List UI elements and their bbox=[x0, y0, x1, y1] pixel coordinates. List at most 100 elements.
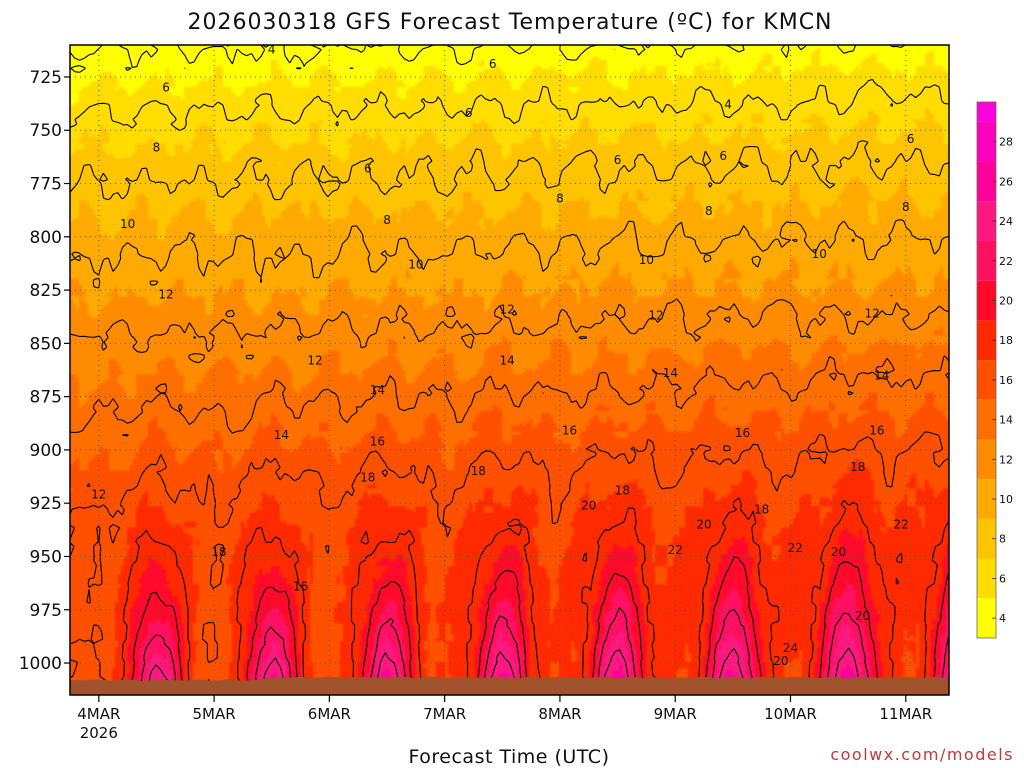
x-axis-label: Forecast Time (UTC) bbox=[409, 746, 610, 768]
colorbar-swatch bbox=[977, 280, 996, 321]
contour-label: 22 bbox=[893, 518, 908, 532]
colorbar: 4 6 8 10 12 14 16 18 20 22 24 26 28 bbox=[976, 101, 1013, 639]
contour-label: 10 bbox=[120, 217, 135, 231]
contour-label: 4 bbox=[268, 42, 276, 56]
y-tick-label: 900 bbox=[30, 441, 62, 461]
chart-title: 2026030318 GFS Forecast Temperature (ºC)… bbox=[187, 10, 832, 35]
contour-label: 20 bbox=[855, 609, 870, 623]
colorbar-swatch bbox=[977, 360, 996, 400]
colorbar-label: 22 bbox=[999, 255, 1013, 268]
colorbar-swatch bbox=[977, 240, 996, 281]
contour-line bbox=[119, 497, 949, 695]
contour-label: 6 bbox=[614, 153, 622, 167]
y-tick-label: 975 bbox=[30, 601, 62, 621]
colorbar-swatch bbox=[977, 161, 996, 202]
contour-label: 16 bbox=[562, 424, 577, 438]
contour-label: 10 bbox=[408, 258, 423, 272]
colorbar-swatch bbox=[977, 320, 996, 361]
y-tick-label: 950 bbox=[30, 547, 62, 567]
colorbar-label: 4 bbox=[999, 612, 1006, 625]
contour-line bbox=[70, 78, 949, 131]
contour-label: 12 bbox=[865, 307, 880, 321]
contour-label: 10 bbox=[812, 247, 827, 261]
colorbar-label: 20 bbox=[999, 295, 1013, 308]
colorbar-swatch bbox=[977, 201, 996, 241]
y-tick-label: 800 bbox=[30, 228, 62, 248]
colorbar-swatch bbox=[977, 102, 996, 122]
contour-label: 14 bbox=[874, 368, 889, 382]
x-tick-label: 4MAR bbox=[77, 705, 120, 723]
colorbar-swatch bbox=[977, 121, 996, 162]
contour-label: 20 bbox=[696, 518, 711, 532]
colorbar-label: 14 bbox=[999, 414, 1013, 427]
contour-label: 6 bbox=[907, 132, 915, 146]
y-tick-label: 825 bbox=[30, 281, 62, 301]
contour-line bbox=[70, 294, 949, 364]
contour-line bbox=[70, 140, 949, 201]
contour-line bbox=[70, 355, 949, 437]
contour-label: 14 bbox=[370, 383, 385, 397]
colorbar-frame bbox=[976, 101, 997, 639]
ground-terrain bbox=[70, 676, 949, 695]
colorbar-label: 16 bbox=[999, 374, 1013, 387]
colorbar-label: 8 bbox=[999, 533, 1006, 546]
contour-label: 20 bbox=[831, 545, 846, 559]
colorbar-swatch bbox=[977, 598, 996, 638]
x-tick-label: 8MAR bbox=[538, 705, 581, 723]
contour-labels: 4 4 6 6 6 6 6 6 6 8 8 8 8 8 10 10 10 10 12 12 12 12 12 12 14 14 14… bbox=[91, 42, 914, 668]
contour-line bbox=[70, 219, 949, 289]
plot-frame bbox=[69, 44, 950, 696]
x-tick-label: 9MAR bbox=[654, 705, 697, 723]
contour-label: 20 bbox=[581, 498, 596, 512]
colorbar-swatch bbox=[977, 518, 996, 559]
contour-label: 12 bbox=[648, 309, 663, 323]
y-tick-label: 725 bbox=[30, 68, 62, 88]
colorbar-swatch bbox=[977, 399, 996, 440]
colorbar-label: 10 bbox=[999, 493, 1013, 506]
colorbar-swatch bbox=[977, 558, 996, 599]
contour-label: 18 bbox=[211, 545, 226, 559]
colorbar-label: 6 bbox=[999, 572, 1006, 585]
y-tick-label: 925 bbox=[30, 494, 62, 514]
contour-label: 14 bbox=[663, 366, 678, 380]
x-tick-label: 7MAR bbox=[423, 705, 466, 723]
contour-label: 12 bbox=[307, 353, 322, 367]
x-tick-label: 10MAR bbox=[764, 705, 817, 723]
x-tick-label: 5MAR bbox=[193, 705, 236, 723]
y-tick-label: 1000 bbox=[19, 654, 62, 674]
contour-label: 16 bbox=[370, 434, 385, 448]
contour-label: 12 bbox=[158, 287, 173, 301]
contour-label: 6 bbox=[489, 57, 497, 71]
contour-lines bbox=[70, 45, 949, 695]
contour-label: 16 bbox=[293, 579, 308, 593]
colorbar-label: 12 bbox=[999, 453, 1013, 466]
y-tick-label: 875 bbox=[30, 388, 62, 408]
colorbar-label: 18 bbox=[999, 334, 1013, 347]
temperature-field bbox=[70, 45, 949, 695]
x-tick-label: 11MAR bbox=[879, 705, 932, 723]
y-axis: 725 750 775 800 825 850 875 900 925 950 975 1000 bbox=[19, 68, 70, 674]
contour-label: 14 bbox=[274, 428, 289, 442]
colorbar-swatch bbox=[977, 439, 996, 480]
contour-label: 12 bbox=[499, 302, 514, 316]
contour-label: 16 bbox=[735, 426, 750, 440]
contour-label: 18 bbox=[471, 464, 486, 478]
contour-label: 18 bbox=[754, 503, 769, 517]
y-tick-label: 850 bbox=[30, 334, 62, 354]
contour-label: 6 bbox=[364, 162, 372, 176]
credit-link[interactable]: coolwx.com/models bbox=[830, 745, 1014, 764]
contour-label: 12 bbox=[91, 488, 106, 502]
contour-label: 8 bbox=[153, 140, 161, 154]
contour-label: 18 bbox=[360, 471, 375, 485]
contour-label: 18 bbox=[850, 460, 865, 474]
x-tick-label: 6MAR bbox=[308, 705, 351, 723]
contour-label: 6 bbox=[465, 106, 473, 120]
colorbar-label: 28 bbox=[999, 136, 1013, 149]
contour-label: 6 bbox=[162, 81, 170, 95]
grid-lines bbox=[70, 45, 949, 695]
colorbar-label: 24 bbox=[999, 215, 1013, 228]
colorbar-label: 26 bbox=[999, 175, 1013, 188]
contour-label: 14 bbox=[499, 353, 514, 367]
